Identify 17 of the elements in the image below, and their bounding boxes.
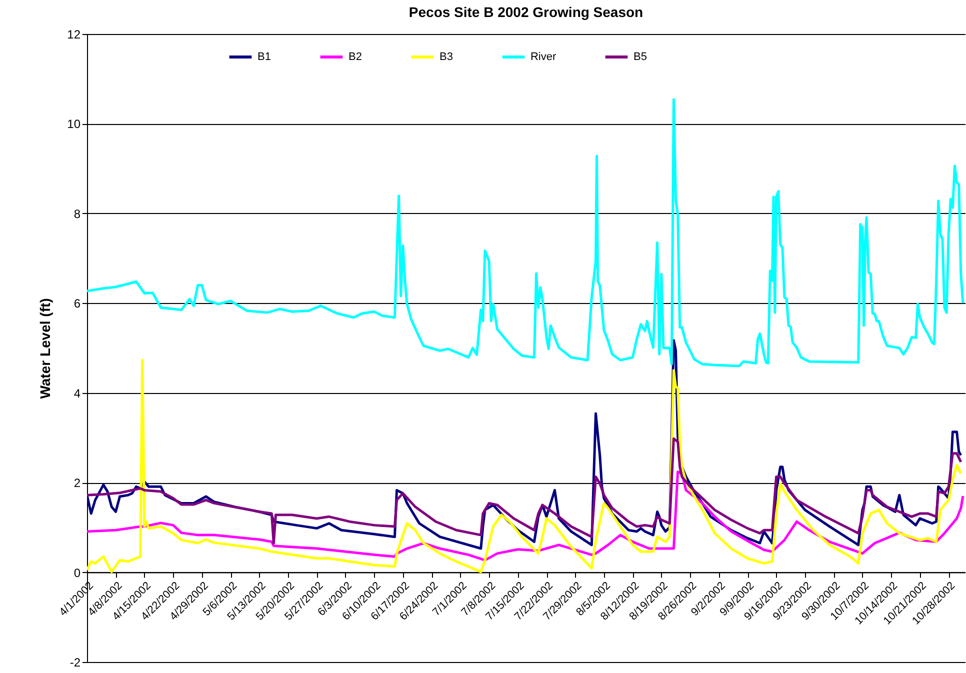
legend-label: River [530,51,556,63]
legend-label: B5 [633,51,647,63]
y-tick-label: 4 [74,386,81,400]
y-tick-label: -2 [70,656,81,670]
legend-label: B3 [439,51,453,63]
legend-label: B1 [257,51,271,63]
y-tick-label: 8 [74,206,81,221]
y-tick-label: 2 [74,476,81,490]
y-axis-title: Water Level (ft) [37,298,54,399]
chart-title: Pecos Site B 2002 Growing Season [408,4,644,20]
y-tick-label: 10 [67,117,81,132]
y-tick-label: 6 [74,296,81,311]
line-series [87,437,962,544]
y-tick-label: 0 [74,566,81,580]
legend-label: B2 [348,51,362,63]
y-tick-label: 12 [67,28,81,42]
line-series [87,358,962,574]
